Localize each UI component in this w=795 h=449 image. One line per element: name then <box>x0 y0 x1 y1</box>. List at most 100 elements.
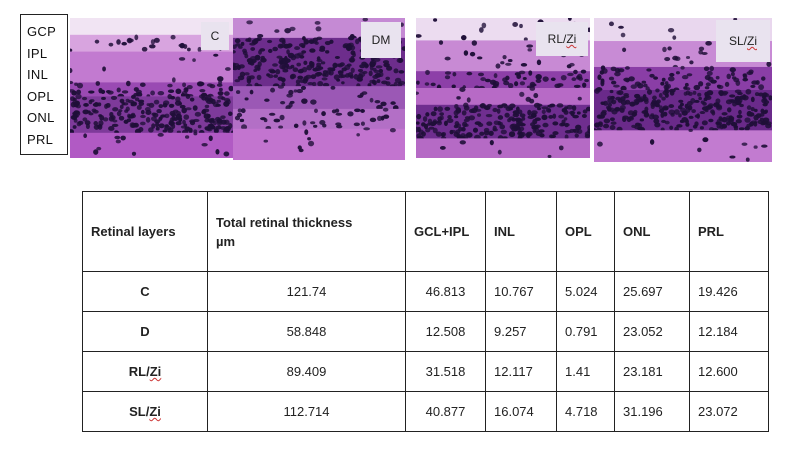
cell-nucleus <box>649 73 655 78</box>
cell-nucleus <box>204 118 210 123</box>
cell-nucleus <box>759 112 765 117</box>
cell-nucleus <box>702 106 709 112</box>
cell-nucleus <box>369 97 374 103</box>
cell-onl: 23.181 <box>614 351 690 392</box>
cell-nucleus <box>611 80 617 85</box>
cell-nucleus <box>301 50 307 54</box>
cell-nucleus <box>707 76 714 82</box>
cell-nucleus <box>479 131 485 136</box>
cell-nucleus <box>542 76 549 82</box>
cell-nucleus <box>297 75 304 80</box>
micrograph-control: C <box>70 18 233 158</box>
cell-nucleus <box>609 89 614 94</box>
cell-nucleus <box>307 137 311 141</box>
cell-nucleus <box>421 122 426 127</box>
cell-nucleus <box>746 123 753 128</box>
cell-nucleus <box>667 46 672 51</box>
cell-nucleus <box>461 126 466 132</box>
cell-nucleus <box>571 105 577 111</box>
cell-prl: 12.600 <box>689 351 769 392</box>
cell-nucleus <box>288 89 294 95</box>
cell-nucleus <box>564 134 569 140</box>
cell-nucleus <box>299 55 305 59</box>
cell-nucleus <box>580 69 587 74</box>
cell-nucleus <box>746 105 752 110</box>
retinal-thickness-table: Retinal layers Total retinal thickness µ… <box>82 191 769 432</box>
cell-nucleus <box>456 96 461 100</box>
cell-nucleus <box>746 71 754 76</box>
cell-nucleus <box>689 60 694 65</box>
cell-nucleus <box>369 79 374 84</box>
cell-nucleus <box>287 52 295 59</box>
layer-label: INL <box>27 67 49 82</box>
cell-inl: 12.117 <box>485 351 557 392</box>
cell-nucleus <box>634 122 641 127</box>
cell-nucleus <box>537 107 542 111</box>
cell-nucleus <box>239 118 245 123</box>
cell-onl: 25.697 <box>614 271 690 312</box>
cell-nucleus <box>601 109 607 113</box>
cell-gcl-ipl: 40.877 <box>405 391 486 432</box>
cell-nucleus <box>186 84 193 90</box>
row-group: RL/Zi <box>82 351 208 392</box>
cell-gcl-ipl: 46.813 <box>405 271 486 312</box>
cell-nucleus <box>571 77 577 82</box>
cell-nucleus <box>258 49 262 55</box>
cell-nucleus <box>607 102 613 108</box>
cell-nucleus <box>96 146 102 151</box>
cell-nucleus <box>378 68 384 73</box>
cell-nucleus <box>489 140 494 146</box>
cell-nucleus <box>664 83 672 89</box>
cell-nucleus <box>225 67 231 71</box>
cell-nucleus <box>189 97 195 102</box>
table-row: D 58.848 12.508 9.257 0.791 23.052 12.18… <box>82 311 769 352</box>
cell-nucleus <box>634 94 640 98</box>
cell-nucleus <box>322 72 327 77</box>
cell-nucleus <box>115 139 121 144</box>
cell-nucleus <box>289 100 295 104</box>
cell-nucleus <box>500 61 505 65</box>
cell-nucleus <box>284 63 290 68</box>
cell-nucleus <box>548 115 554 119</box>
cell-nucleus <box>189 120 196 126</box>
cell-nucleus <box>653 118 660 124</box>
cell-nucleus <box>684 82 689 87</box>
cell-nucleus <box>603 100 609 106</box>
cell-nucleus <box>669 72 675 77</box>
cell-nucleus <box>664 81 669 85</box>
cell-nucleus <box>735 119 742 124</box>
cell-nucleus <box>573 69 578 75</box>
cell-nucleus <box>698 46 705 51</box>
cell-nucleus <box>523 37 528 42</box>
layer-legend: GCP IPL INL OPL ONL PRL <box>20 14 68 155</box>
cell-nucleus <box>122 102 129 106</box>
cell-nucleus <box>264 98 270 102</box>
cell-nucleus <box>150 90 155 96</box>
cell-nucleus <box>141 46 148 52</box>
cell-nucleus <box>750 84 756 88</box>
cell-nucleus <box>685 122 690 127</box>
cell-nucleus <box>674 56 681 62</box>
cell-nucleus <box>215 149 220 155</box>
cell-nucleus <box>465 132 473 138</box>
cell-nucleus <box>380 115 385 121</box>
cell-nucleus <box>275 69 281 75</box>
cell-nucleus <box>438 40 444 45</box>
cell-nucleus <box>556 103 564 108</box>
cell-onl: 23.052 <box>614 311 690 352</box>
cell-nucleus <box>603 123 610 129</box>
cell-nucleus <box>634 81 642 86</box>
cell-nucleus <box>102 117 109 122</box>
cell-nucleus <box>238 64 245 69</box>
cell-nucleus <box>497 115 504 120</box>
header-onl: ONL <box>614 191 690 272</box>
cell-nucleus <box>734 89 742 94</box>
row-group: D <box>82 311 208 352</box>
tissue-band <box>233 86 405 110</box>
cell-nucleus <box>360 121 365 126</box>
cell-nucleus <box>492 83 499 88</box>
cell-nucleus <box>327 67 334 71</box>
cell-nucleus <box>299 79 305 83</box>
cell-nucleus <box>760 108 765 114</box>
cell-nucleus <box>170 34 176 40</box>
